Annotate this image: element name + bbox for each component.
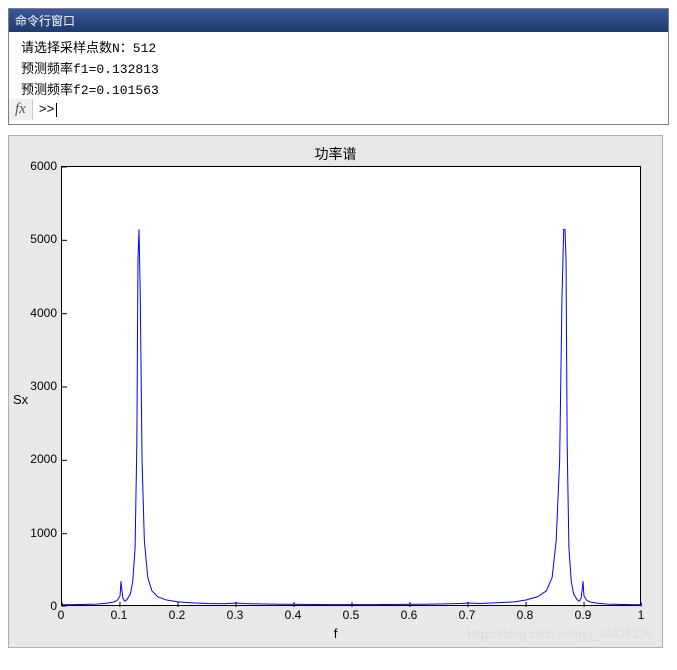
text-cursor [56, 103, 57, 117]
y-tick-label: 0 [21, 599, 57, 613]
fx-icon[interactable]: fx [9, 99, 33, 120]
x-tick-label: 0.7 [459, 608, 476, 622]
chart-title: 功率谱 [15, 144, 656, 164]
axes-area: 0100020003000400050006000 00.10.20.30.40… [61, 166, 646, 624]
prompt-row[interactable]: fx >> [9, 99, 668, 120]
figure-window: 功率谱 Sx 0100020003000400050006000 00.10.2… [8, 135, 663, 648]
x-tick-label: 0.5 [343, 608, 360, 622]
y-tick-label: 1000 [21, 526, 57, 540]
y-tick-label: 5000 [21, 232, 57, 246]
x-tick-label: 0.4 [285, 608, 302, 622]
x-axis-label: f [15, 626, 656, 641]
x-tick-label: 0.6 [401, 608, 418, 622]
x-tick-label: 0 [58, 608, 65, 622]
x-tick-label: 0.1 [111, 608, 128, 622]
line-plot [62, 167, 642, 607]
command-window-title: 命令行窗口 [9, 9, 668, 32]
x-tick-label: 0.2 [169, 608, 186, 622]
command-window-body: 请选择采样点数N：512 预测频率f1=0.132813 预测频率f2=0.10… [9, 32, 668, 124]
x-tick-label: 0.3 [227, 608, 244, 622]
y-tick-label: 4000 [21, 306, 57, 320]
y-tick-labels: 0100020003000400050006000 [21, 166, 57, 624]
output-line: 预测频率f2=0.101563 [9, 78, 668, 99]
x-tick-label: 1 [638, 608, 645, 622]
y-tick-label: 2000 [21, 452, 57, 466]
plot-area [61, 166, 641, 606]
command-window: 命令行窗口 请选择采样点数N：512 预测频率f1=0.132813 预测频率f… [8, 8, 669, 125]
x-tick-label: 0.9 [575, 608, 592, 622]
output-line: 请选择采样点数N：512 [9, 36, 668, 57]
output-line: 预测频率f1=0.132813 [9, 57, 668, 78]
prompt-symbol: >> [33, 102, 55, 117]
y-tick-label: 3000 [21, 379, 57, 393]
x-tick-labels: 00.10.20.30.40.50.60.70.80.91 [61, 606, 641, 624]
y-tick-label: 6000 [21, 159, 57, 173]
x-tick-label: 0.8 [517, 608, 534, 622]
